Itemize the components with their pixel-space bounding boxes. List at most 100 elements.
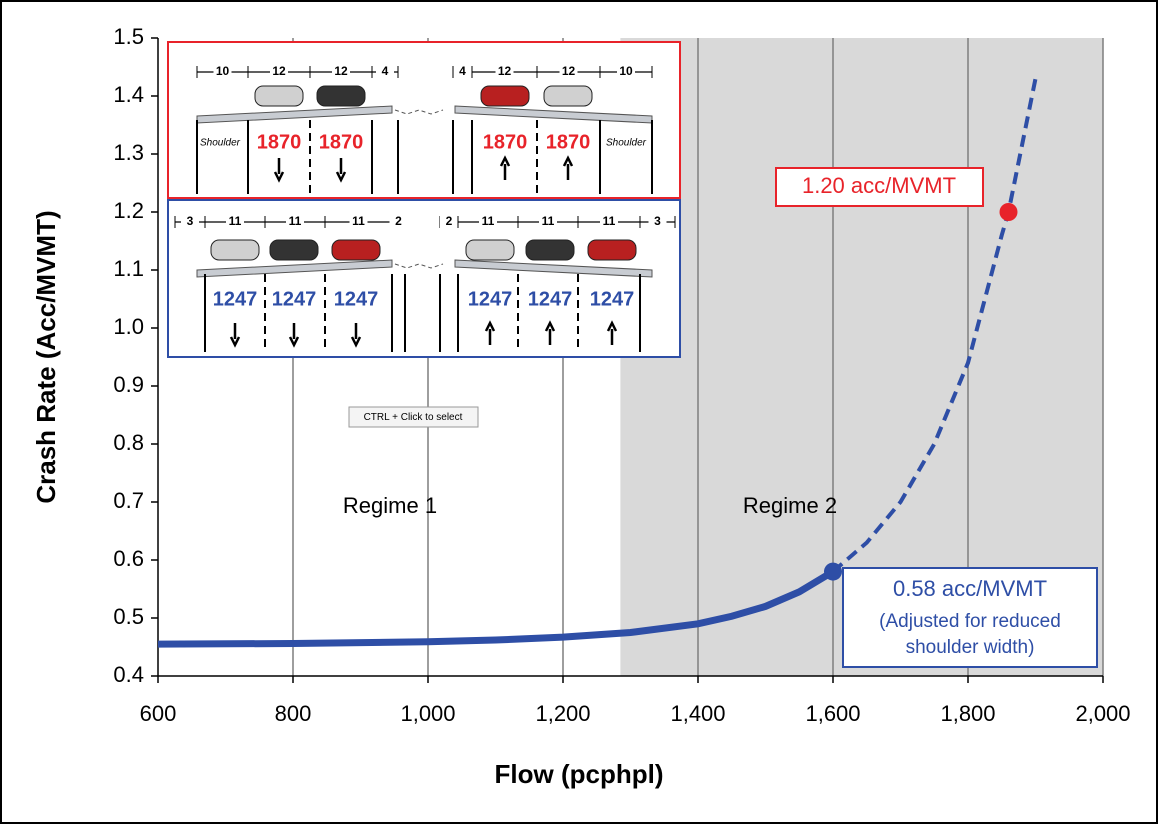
x-tick-label: 1,600 xyxy=(805,701,860,726)
lane-width: 11 xyxy=(229,214,242,228)
x-tick-label: 600 xyxy=(140,701,177,726)
y-tick-label: 0.8 xyxy=(113,430,144,455)
dimension-bg xyxy=(479,214,497,230)
lane-volume: 1870 xyxy=(483,131,528,153)
car xyxy=(480,85,530,107)
y-tick-label: 0.5 xyxy=(113,604,144,629)
line xyxy=(157,568,835,648)
deck xyxy=(454,259,653,278)
callout-note: shoulder width) xyxy=(906,637,1035,658)
lane-width: 10 xyxy=(619,64,633,78)
callout-box xyxy=(842,567,1098,668)
flow-arrow xyxy=(350,323,362,348)
y-tick-label: 1.5 xyxy=(113,24,144,49)
dimension-bg xyxy=(600,214,618,230)
annotation: Regime 1 xyxy=(343,493,437,518)
y-tick-label: 0.7 xyxy=(113,488,144,513)
dimension-bg xyxy=(389,214,408,230)
lane-volume: 1870 xyxy=(319,131,364,153)
dimension-bg xyxy=(226,214,244,230)
x-tick-label: 1,200 xyxy=(535,701,590,726)
lane-volume: 1247 xyxy=(272,288,317,310)
tooltip: CTRL + Click to select xyxy=(364,412,463,423)
lane-width: 12 xyxy=(334,64,348,78)
flow-arrow xyxy=(484,320,496,345)
lane-volume: 1247 xyxy=(590,288,635,310)
y-tick-label: 1.4 xyxy=(113,82,144,107)
lane-width: 11 xyxy=(542,214,555,228)
inset-panel xyxy=(167,199,681,358)
deck-break xyxy=(394,263,444,269)
lane-width: 3 xyxy=(187,214,194,228)
flow-arrow xyxy=(499,155,511,180)
point xyxy=(824,562,842,581)
lane-volume: 1870 xyxy=(257,131,302,153)
lane-width: 12 xyxy=(272,64,286,78)
dimension-bg xyxy=(559,64,578,80)
lane-width: 12 xyxy=(562,64,576,78)
point xyxy=(999,203,1018,221)
flow-arrow xyxy=(335,158,347,183)
x-tick-label: 1,800 xyxy=(940,701,995,726)
flow-arrow xyxy=(606,320,618,345)
y-tick-label: 1.3 xyxy=(113,140,144,165)
callout-label: 0.58 acc/MVMT xyxy=(893,576,1047,601)
lane-volume: 1247 xyxy=(334,288,379,310)
car xyxy=(587,239,637,261)
dimension-bg xyxy=(648,214,667,230)
inset: 10 12 12 4 4 12 12 10 1870 1870 1870 1870 Shoulder Sh… xyxy=(167,41,681,358)
deck xyxy=(196,259,393,278)
dimension-bg xyxy=(213,64,232,80)
x-tick-label: 1,000 xyxy=(400,701,455,726)
y-tick-label: 0.9 xyxy=(113,372,144,397)
car xyxy=(465,239,515,261)
callout-box xyxy=(775,167,984,207)
annotation: Regime 2 xyxy=(743,493,837,518)
shoulder-label: Shoulder xyxy=(200,138,241,149)
tooltip-box xyxy=(348,406,479,428)
car xyxy=(269,239,319,261)
dimension-bg xyxy=(286,214,304,230)
dimension-bg xyxy=(332,64,350,80)
x-tick-label: 800 xyxy=(275,701,312,726)
dimension-bg xyxy=(453,64,472,80)
y-tick-label: 1.2 xyxy=(113,198,144,223)
lane-width: 11 xyxy=(352,214,365,228)
dimension-bg xyxy=(349,214,368,230)
shoulder-label: Shoulder xyxy=(606,138,647,149)
x-axis-title: Flow (pcphpl) xyxy=(495,759,664,789)
x-tick-label: 2,000 xyxy=(1075,701,1130,726)
dimension-bg xyxy=(440,214,458,230)
car xyxy=(525,239,575,261)
car xyxy=(543,85,593,107)
lane-width: 4 xyxy=(459,64,466,78)
flow-arrow xyxy=(544,320,556,345)
car xyxy=(331,239,381,261)
lane-width: 3 xyxy=(654,214,661,228)
lane-volume: 1247 xyxy=(213,288,258,310)
callout-label: 1.20 acc/MVMT xyxy=(802,173,956,198)
y-tick-label: 0.6 xyxy=(113,546,144,571)
lane-width: 2 xyxy=(395,214,402,228)
car xyxy=(210,239,260,261)
lane-width: 11 xyxy=(482,214,495,228)
y-axis-title: Crash Rate (Acc/MVMT) xyxy=(31,210,61,503)
flow-arrow xyxy=(562,155,574,180)
lane-volume: 1247 xyxy=(468,288,513,310)
dimension-bg xyxy=(181,214,199,230)
y-tick-label: 1.1 xyxy=(113,256,144,281)
lane-width: 10 xyxy=(216,64,230,78)
lane-width: 11 xyxy=(289,214,302,228)
y-tick-label: 1.0 xyxy=(113,314,144,339)
dimension-bg xyxy=(376,64,394,80)
lane-width: 12 xyxy=(498,64,512,78)
lane-width: 11 xyxy=(603,214,616,228)
y-tick-label: 0.4 xyxy=(113,662,144,687)
flow-arrow xyxy=(288,323,300,348)
lane-volume: 1870 xyxy=(546,131,591,153)
lane-width: 4 xyxy=(382,64,389,78)
flow-arrow xyxy=(229,323,241,348)
dimension-bg xyxy=(617,64,635,80)
callout-note: (Adjusted for reduced xyxy=(879,611,1061,632)
